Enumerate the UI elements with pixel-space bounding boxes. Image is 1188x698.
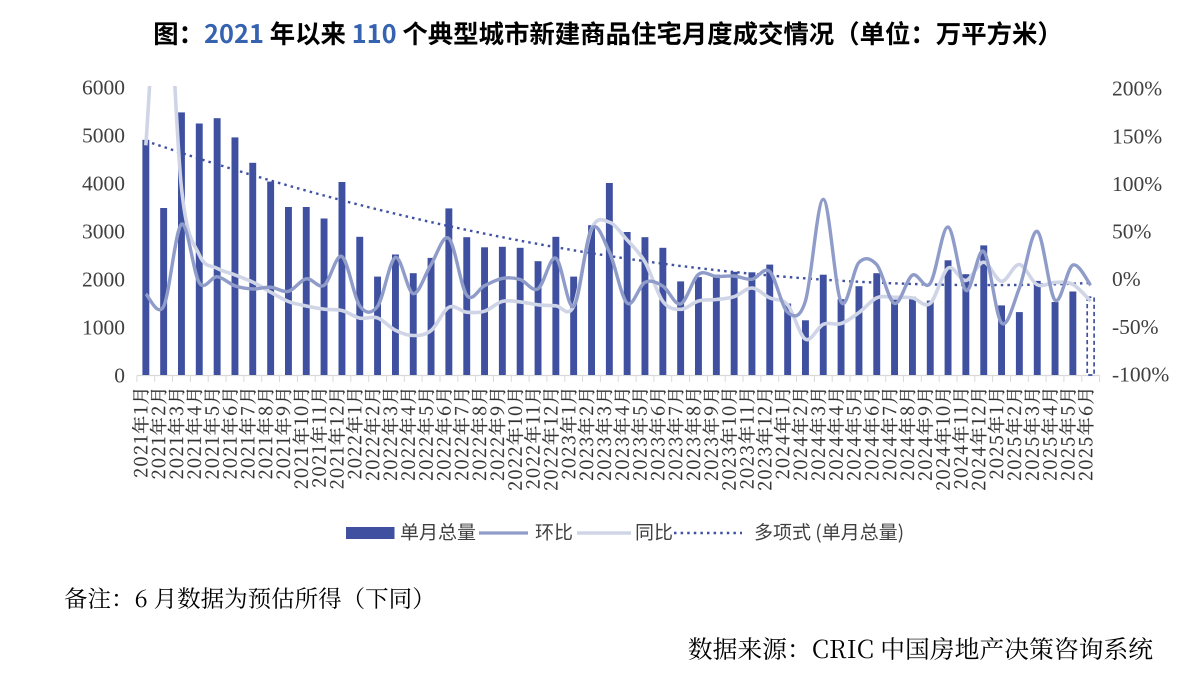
- svg-text:100%: 100%: [1112, 172, 1162, 196]
- svg-text:2000: 2000: [82, 268, 125, 292]
- svg-text:1000: 1000: [82, 316, 125, 340]
- svg-text:3000: 3000: [82, 220, 125, 244]
- svg-text:200%: 200%: [1112, 77, 1162, 101]
- svg-text:-100%: -100%: [1112, 363, 1169, 387]
- svg-text:4000: 4000: [82, 172, 125, 196]
- svg-text:0: 0: [114, 364, 125, 388]
- svg-text:50%: 50%: [1112, 220, 1152, 244]
- svg-text:0%: 0%: [1112, 267, 1141, 291]
- svg-text:150%: 150%: [1112, 124, 1162, 148]
- svg-text:6000: 6000: [82, 76, 125, 100]
- svg-text:5000: 5000: [82, 124, 125, 148]
- svg-text:-50%: -50%: [1112, 315, 1159, 339]
